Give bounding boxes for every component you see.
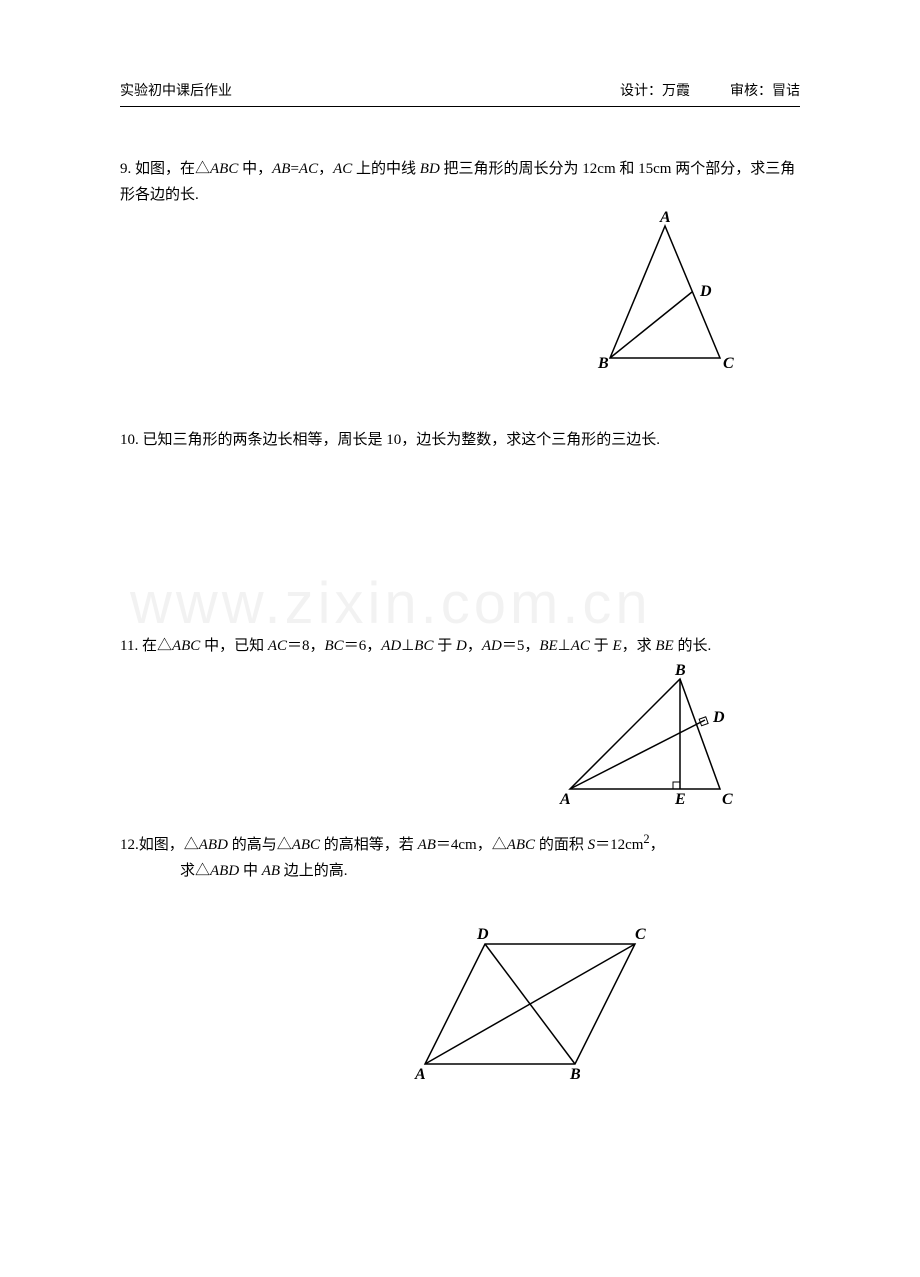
q11-t5: BC [325, 638, 344, 654]
q12-t12: ， [650, 837, 665, 853]
header-reviewer: 审核：冒诘 [730, 80, 800, 100]
q9-figure: A B C D [570, 208, 750, 378]
q12-l2-t4: 边上的高. [280, 863, 348, 879]
q11-t18: 于 [590, 638, 613, 654]
q11-figure: B A C D E [550, 659, 750, 809]
q12-text-line2: 求△ABD 中 AB 边上的高. [120, 859, 800, 885]
q11-label-D: D [712, 709, 725, 726]
q10-number: 10. [120, 432, 139, 448]
q11-number: 11. [120, 638, 138, 654]
q12-t1: ABD [199, 837, 228, 853]
q11-t3: AC [268, 638, 287, 654]
q11-t6: ＝6， [344, 638, 382, 654]
q11-t19: E [612, 638, 621, 654]
q9-label-D: D [699, 283, 712, 300]
q12-figure-container: A B C D [120, 914, 800, 1084]
question-11: 11. 在△ABC 中，已知 AC＝8，BC＝6，AD⊥BC 于 D，AD＝5，… [120, 634, 800, 810]
designer-label: 设计： [620, 84, 662, 99]
q12-label-B: B [569, 1066, 581, 1083]
q9-text: 9. 如图，在△ABC 中，AB=AC，AC 上的中线 BD 把三角形的周长分为… [120, 157, 800, 208]
q11-t14: ＝5， [502, 638, 540, 654]
q9-t1: ABC [210, 161, 238, 177]
q12-number: 12. [120, 837, 139, 853]
header-right: 设计：万霞 审核：冒诘 [620, 80, 800, 100]
q9-t2: 中， [238, 161, 272, 177]
designer-name: 万霞 [662, 84, 690, 99]
q12-label-C: C [635, 926, 646, 943]
q9-t7: AC [333, 161, 352, 177]
q11-label-A: A [559, 791, 571, 808]
q11-t21: BE [655, 638, 673, 654]
q12-figure: A B C D [405, 914, 665, 1084]
q12-l2-t0: 求△ [180, 863, 210, 879]
q12-l2-t3: AB [262, 863, 280, 879]
q11-label-C: C [722, 791, 733, 808]
reviewer-name: 冒诘 [772, 84, 800, 99]
q11-t0: 在△ [138, 638, 172, 654]
q11-t2: 中，已知 [200, 638, 268, 654]
q12-t10: ＝12cm [595, 837, 643, 853]
q9-label-C: C [723, 355, 734, 372]
q11-t11: D [456, 638, 467, 654]
q12-t7: ABC [507, 837, 535, 853]
question-12: 12.如图，△ABD 的高与△ABC 的高相等，若 AB＝4cm，△ABC 的面… [120, 829, 800, 1084]
q9-t8: 上的中线 [352, 161, 420, 177]
q12-t9: S [588, 837, 596, 853]
q11-label-E: E [674, 791, 686, 808]
q12-text: 12.如图，△ABD 的高与△ABC 的高相等，若 AB＝4cm，△ABC 的面… [120, 829, 800, 859]
question-9: 9. 如图，在△ABC 中，AB=AC，AC 上的中线 BD 把三角形的周长分为… [120, 157, 800, 378]
q9-label-B: B [597, 355, 609, 372]
q9-label-A: A [659, 209, 671, 226]
reviewer-label: 审核： [730, 84, 772, 99]
q11-t4: ＝8， [287, 638, 325, 654]
q9-t6: ， [318, 161, 333, 177]
q12-t0: 如图，△ [139, 837, 199, 853]
q11-t7: AD [381, 638, 401, 654]
question-10: 10. 已知三角形的两条边长相等，周长是 10，边长为整数，求这个三角形的三边长… [120, 428, 800, 454]
q11-t9: BC [414, 638, 433, 654]
q10-text: 10. 已知三角形的两条边长相等，周长是 10，边长为整数，求这个三角形的三边长… [120, 428, 800, 454]
q9-t4: = [290, 161, 298, 177]
q10-body: 已知三角形的两条边长相等，周长是 10，边长为整数，求这个三角形的三边长. [139, 432, 660, 448]
q11-t12: ， [467, 638, 482, 654]
q9-figure-container: A B C D [120, 208, 800, 378]
q11-t16: ⊥ [558, 638, 571, 654]
q12-t5: AB [418, 837, 436, 853]
q12-t4: 的高相等，若 [320, 837, 418, 853]
q9-t0: 如图，在△ [131, 161, 210, 177]
q12-t2: 的高与△ [228, 837, 292, 853]
header-designer: 设计：万霞 [620, 80, 690, 100]
q11-t8: ⊥ [401, 638, 414, 654]
q11-t22: 的长. [674, 638, 712, 654]
q12-label-D: D [476, 926, 489, 943]
q11-t17: AC [571, 638, 590, 654]
q11-t1: ABC [172, 638, 200, 654]
q11-t15: BE [539, 638, 557, 654]
header-left: 实验初中课后作业 [120, 80, 232, 100]
q12-l2-t2: 中 [239, 863, 262, 879]
q9-t3: AB [272, 161, 290, 177]
q12-t3: ABC [292, 837, 320, 853]
q11-text: 11. 在△ABC 中，已知 AC＝8，BC＝6，AD⊥BC 于 D，AD＝5，… [120, 634, 800, 660]
q11-t20: ，求 [622, 638, 656, 654]
page-content: 实验初中课后作业 设计：万霞 审核：冒诘 9. 如图，在△ABC 中，AB=AC… [0, 0, 920, 1084]
q11-t10: 于 [433, 638, 456, 654]
q11-label-B: B [674, 662, 686, 679]
q9-number: 9. [120, 161, 131, 177]
q9-t5: AC [299, 161, 318, 177]
q12-t6: ＝4cm，△ [436, 837, 507, 853]
page-header: 实验初中课后作业 设计：万霞 审核：冒诘 [120, 80, 800, 107]
q12-t8: 的面积 [535, 837, 588, 853]
q12-l2-t1: ABD [210, 863, 239, 879]
q12-label-A: A [414, 1066, 426, 1083]
q11-t13: AD [482, 638, 502, 654]
q9-t9: BD [420, 161, 440, 177]
q11-figure-container: B A C D E [120, 659, 800, 809]
